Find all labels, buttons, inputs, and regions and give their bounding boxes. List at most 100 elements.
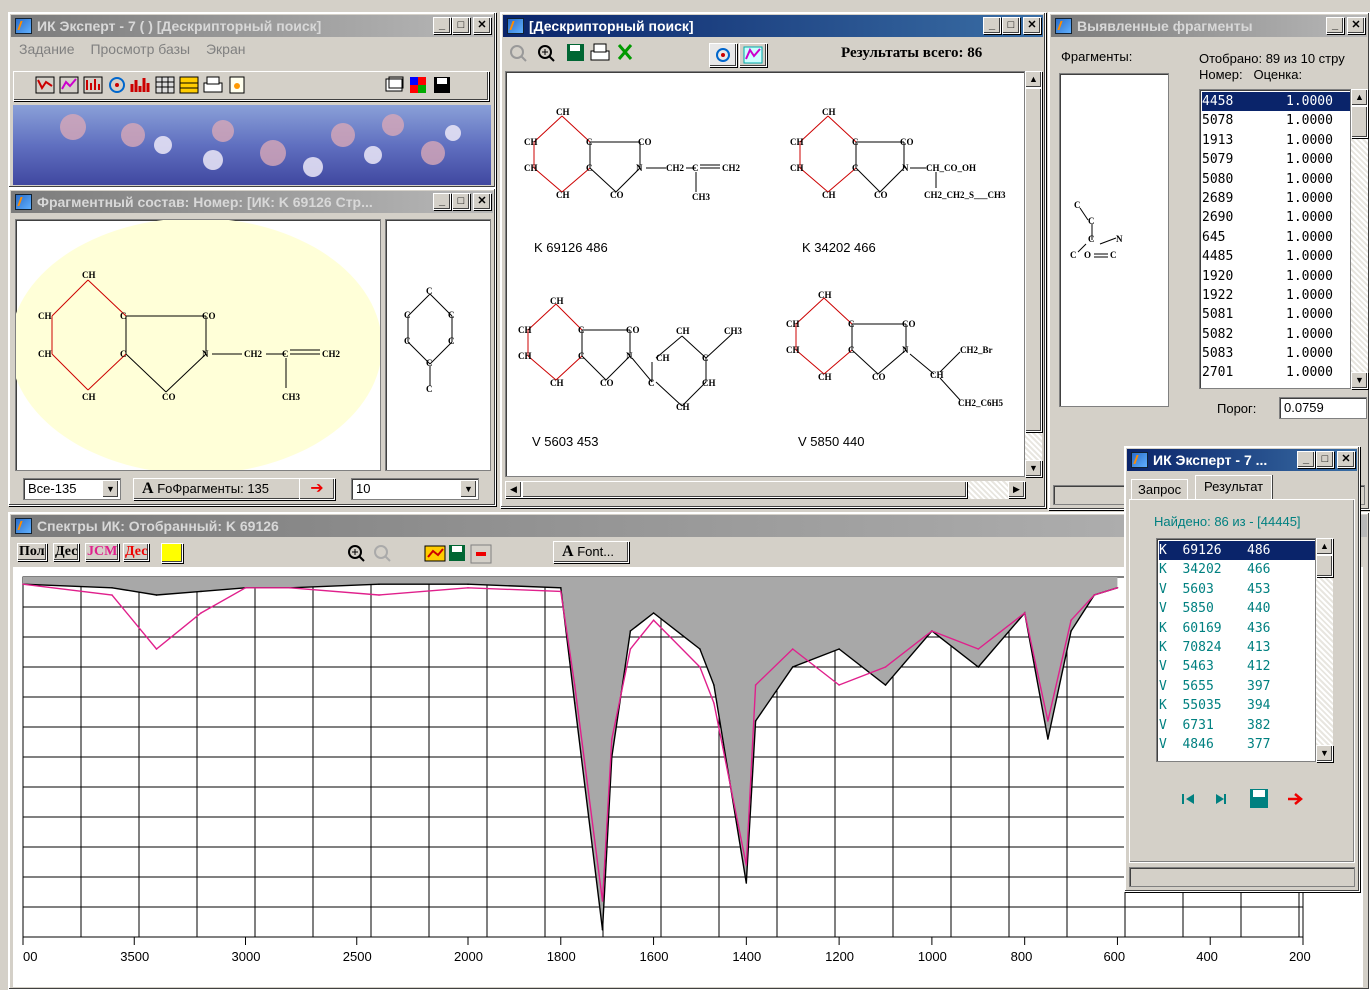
main-window-titlebar[interactable]: ИК Эксперт - 7 ( ) [Дескрипторный поиск]… (11, 15, 493, 37)
result-list-item[interactable]: V 5850 440 (1159, 599, 1315, 618)
spectra-font-button[interactable]: A Font... (553, 541, 629, 563)
chevron-down-icon[interactable]: ▼ (460, 480, 477, 498)
fragment-list-item[interactable]: 2690 1.0000 (1202, 208, 1350, 227)
fragment-preview[interactable]: C C C C C C C (385, 219, 491, 471)
close-button[interactable]: ✕ (1347, 17, 1365, 34)
remove-icon[interactable] (470, 544, 492, 564)
fragment-list-item[interactable]: 4458 1.0000 (1202, 92, 1350, 112)
zoom-in-icon[interactable] (538, 45, 555, 62)
result-list-item[interactable]: V 5655 397 (1159, 677, 1315, 696)
chevron-down-icon[interactable]: ▼ (102, 480, 119, 498)
result-list-item[interactable]: V 6731 382 (1159, 716, 1315, 735)
menu-browse-db[interactable]: Просмотр базы (90, 41, 191, 57)
tab-query[interactable]: Запрос (1131, 479, 1189, 499)
molecule-tool-icon[interactable] (109, 77, 125, 93)
maximize-button[interactable]: □ (452, 17, 470, 34)
results-list-vscroll[interactable]: ▲ ▼ (1316, 538, 1333, 762)
fragment-list-item[interactable]: 2689 1.0000 (1202, 189, 1350, 208)
scroll-down-arrow-icon[interactable]: ▼ (1025, 460, 1042, 477)
fragments-window-titlebar[interactable]: Выявленные фрагменты _ ✕ (1051, 15, 1367, 37)
apply-arrow-button[interactable]: ➔ (299, 478, 335, 500)
maximize-button[interactable]: □ (1316, 451, 1334, 468)
grid-tool-icon[interactable] (410, 77, 426, 93)
document-tool-icon[interactable] (229, 76, 245, 94)
scroll-left-arrow-icon[interactable]: ◀ (505, 481, 522, 498)
fragments-list-vscroll[interactable]: ▲ ▼ (1351, 89, 1368, 389)
print-tool-icon[interactable] (203, 76, 223, 93)
minimize-button[interactable]: _ (433, 17, 451, 34)
close-button[interactable]: ✕ (1023, 17, 1041, 34)
count-combo[interactable]: 10 ▼ (351, 478, 479, 500)
toggle-des-red-button[interactable]: Дес (123, 543, 150, 561)
save-icon[interactable] (1250, 789, 1268, 808)
fragment-list-item[interactable]: 5083 1.0000 (1202, 344, 1350, 363)
zoom-out-icon[interactable] (510, 45, 527, 62)
toggle-jcm-button[interactable]: JCM (85, 543, 120, 561)
result-list-item[interactable]: K 55035 394 (1159, 696, 1315, 715)
structure-2[interactable]: CH CH C CO CH C N CH_CO_OH CH CO CH2_CH2_S___CH3 (790, 107, 1006, 200)
menu-task[interactable]: Задание (19, 41, 75, 57)
structure-view-button[interactable] (709, 43, 737, 67)
result-list-item[interactable]: K 70824 413 (1159, 638, 1315, 657)
close-x-icon[interactable] (617, 44, 633, 60)
menu-screen[interactable]: Экран (205, 41, 246, 57)
fragment-list-item[interactable]: 5078 1.0000 (1202, 111, 1350, 130)
fragment-list-item[interactable]: 5079 1.0000 (1202, 150, 1350, 169)
spectra-window-titlebar[interactable]: Спектры ИК: Отобранный: K 69126 (11, 515, 1367, 537)
close-button[interactable]: ✕ (473, 193, 491, 210)
maximize-button[interactable]: □ (1002, 17, 1020, 34)
molecule-view[interactable]: CH CH C CO CH C N CH2 C CH2 CH CO CH3 (15, 219, 381, 471)
descriptor-window-titlebar[interactable]: [Дескрипторный поиск] _ □ ✕ (503, 15, 1043, 37)
hscroll-thumb[interactable] (522, 481, 967, 498)
fragment-list-item[interactable]: 4485 1.0000 (1202, 247, 1350, 266)
result-list-item[interactable]: K 60169 436 (1159, 619, 1315, 638)
result-list-item[interactable]: K 34202 466 (1159, 560, 1315, 579)
graph-tool-icon[interactable] (59, 76, 79, 94)
close-button[interactable]: ✕ (1337, 451, 1355, 468)
maximize-button[interactable]: □ (452, 193, 470, 210)
scroll-up-arrow-icon[interactable]: ▲ (1316, 538, 1333, 555)
structures-vscroll[interactable]: ▲ ▼ (1025, 71, 1042, 477)
structure-3[interactable]: CH CH C CO CH C N CH CH CH3 C CH CO C CH CH (518, 296, 743, 412)
scroll-thumb[interactable] (1351, 106, 1368, 138)
export-icon[interactable] (161, 543, 183, 563)
result-list-item[interactable]: V 5603 453 (1159, 580, 1315, 599)
go-arrow-icon[interactable] (1288, 793, 1303, 805)
result-list-item[interactable]: V 5463 412 (1159, 657, 1315, 676)
save-tool-icon[interactable] (434, 77, 450, 93)
fragment-filter-combo[interactable]: Все-135 ▼ (23, 478, 121, 500)
minimize-button[interactable]: _ (1297, 451, 1315, 468)
spectrum-view-button[interactable] (739, 43, 767, 67)
minimize-button[interactable]: _ (983, 17, 1001, 34)
scroll-up-arrow-icon[interactable]: ▲ (1351, 89, 1368, 106)
scroll-down-arrow-icon[interactable]: ▼ (1351, 372, 1368, 389)
scroll-thumb[interactable] (1316, 555, 1333, 577)
threshold-input[interactable]: 0.0759 (1279, 397, 1367, 419)
table-tool-icon[interactable] (155, 76, 175, 94)
first-record-icon[interactable] (1182, 794, 1194, 804)
structures-hscroll[interactable]: ◀ ▶ (505, 481, 1025, 499)
last-record-icon[interactable] (1216, 794, 1226, 804)
scroll-right-arrow-icon[interactable]: ▶ (1008, 481, 1025, 498)
tab-result[interactable]: Результат (1195, 475, 1273, 499)
result-window-titlebar[interactable]: ИК Эксперт - 7 ... _ □ ✕ (1127, 449, 1357, 471)
fragment-window-titlebar[interactable]: Фрагментный состав: Номер: [ИК: K 69126 … (11, 191, 493, 213)
open-icon[interactable] (424, 545, 446, 562)
fragment-list-item[interactable]: 5081 1.0000 (1202, 305, 1350, 324)
zoom-out-icon[interactable] (374, 545, 391, 562)
fragments-list[interactable]: 4458 1.0000 5078 1.0000 1913 1.0000 5079 1.0000… (1199, 89, 1351, 389)
fragment-list-item[interactable]: 2701 1.0000 (1202, 363, 1350, 382)
minimize-button[interactable]: _ (1326, 17, 1344, 34)
fragment-list-item[interactable]: 645 1.0000 (1202, 228, 1350, 247)
histogram-tool-icon[interactable] (130, 78, 150, 92)
database-tool-icon[interactable] (179, 76, 199, 94)
toggle-pol-button[interactable]: Пол (17, 543, 47, 561)
save-icon[interactable] (567, 44, 584, 61)
fragment-list-item[interactable]: 1920 1.0000 (1202, 267, 1350, 286)
fragment-list-item[interactable]: 5082 1.0000 (1202, 325, 1350, 344)
scroll-thumb[interactable] (1025, 88, 1042, 432)
window-tool-icon[interactable] (385, 76, 404, 92)
structure-1[interactable]: CH CH C CO CH C N CH2 C CH2 CH CO CH3 (524, 107, 741, 202)
scroll-up-arrow-icon[interactable]: ▲ (1025, 71, 1042, 88)
